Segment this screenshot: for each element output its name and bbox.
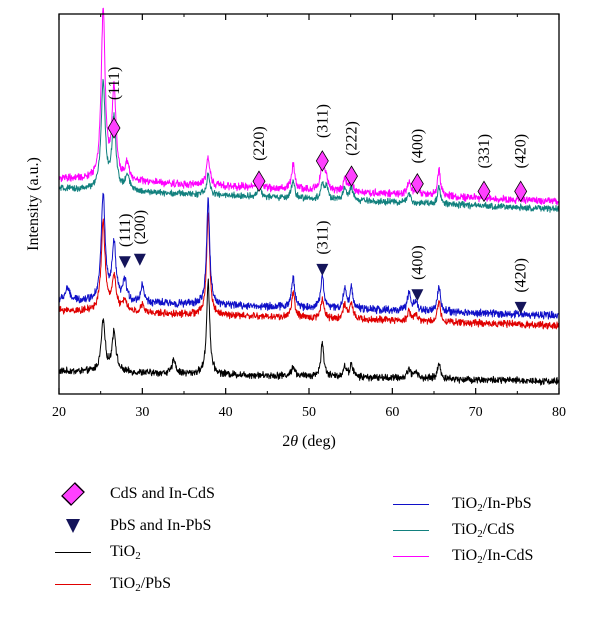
legend-label-pbs: PbS and In-PbS [110,517,212,534]
cds-peak-label: (400) [409,129,426,164]
legend-label-tio2-pbs: TiO2/PbS [110,575,171,594]
tick-layer: 20 30 40 50 60 70 80 [52,14,566,420]
pbs-peak-marker [118,256,131,269]
triangle-marker-icon [66,519,80,533]
x-tick-label: 60 [385,405,399,420]
x-tick-label: 40 [219,405,233,420]
line-swatch-icon [393,555,429,557]
series-layer [58,7,560,386]
legend-label-tio2-cds: TiO2/CdS [452,521,515,540]
pbs-peak-marker [411,289,424,302]
x-tick-label: 80 [552,405,566,420]
legend: CdS and In-CdS PbS and In-PbS TiO2 TiO2/… [0,470,600,628]
legend-item-pbs-marker: PbS and In-PbS [48,516,211,536]
y-axis-title: Intensity (a.u.) [25,157,42,251]
x-tick-label: 70 [469,405,483,420]
legend-item-tio2-cds: TiO2/CdS [386,520,515,540]
pbs-peak-marker [514,301,527,314]
line-swatch-icon [393,503,429,505]
legend-item-cds-marker: CdS and In-CdS [48,482,215,506]
pbs-peak-label: (200) [132,210,149,245]
cds-peak-marker [514,180,528,203]
cds-peak-marker [252,170,266,192]
cds-peak-marker [345,165,358,187]
cds-peak-marker [477,180,491,203]
pbs-peak-label: (311) [314,221,331,255]
pbs-peak-label: (420) [513,258,530,293]
legend-label-tio2-in-pbs: TiO2/In-PbS [452,495,532,514]
x-tick-label: 20 [52,405,66,420]
legend-label-tio2: TiO2 [110,543,141,562]
line-swatch-icon [55,583,91,585]
cds-peak-label: (420) [513,134,530,169]
cds-peak-marker [410,172,424,195]
xrd-chart: (111) (220) (311) (222) (400) (331) (420) (111)… [25,7,566,450]
plot-frame [58,13,560,395]
series-line-tio2 [58,278,560,386]
x-tick-label: 30 [135,405,149,420]
series-line-tio2-cds [58,78,560,213]
legend-label-cds: CdS and In-CdS [110,485,215,502]
cds-peak-marker [107,117,121,139]
cds-peak-label: (220) [251,126,268,161]
series-line-tio2-pbs [58,212,560,330]
diamond-marker-icon [61,482,85,506]
cds-peak-label: (111) [106,67,123,100]
legend-item-tio2-in-pbs: TiO2/In-PbS [386,494,532,514]
x-axis-title: 2θ (deg) [282,433,336,450]
series-line-tio2-in-cds [58,7,560,206]
line-swatch-icon [393,529,429,531]
series-line-tio2-in-pbs [58,192,560,320]
legend-label-tio2-in-cds: TiO2/In-CdS [452,547,534,566]
cds-peak-marker [315,150,329,172]
legend-item-tio2-pbs: TiO2/PbS [48,574,171,594]
line-swatch-icon [55,551,91,553]
cds-peak-label: (331) [476,134,493,169]
pbs-peak-label: (400) [409,245,426,280]
pbs-peak-marker [316,263,329,276]
legend-item-tio2: TiO2 [48,542,141,562]
cds-peak-label: (311) [314,104,331,138]
legend-item-tio2-in-cds: TiO2/In-CdS [386,546,533,566]
peak-marker-layer: (111) (220) (311) (222) (400) (331) (420) (111)… [106,67,530,314]
cds-peak-label: (222) [344,121,361,156]
pbs-peak-marker [133,253,146,266]
x-tick-label: 50 [302,405,316,420]
pbs-peak-label: (111) [117,214,134,247]
